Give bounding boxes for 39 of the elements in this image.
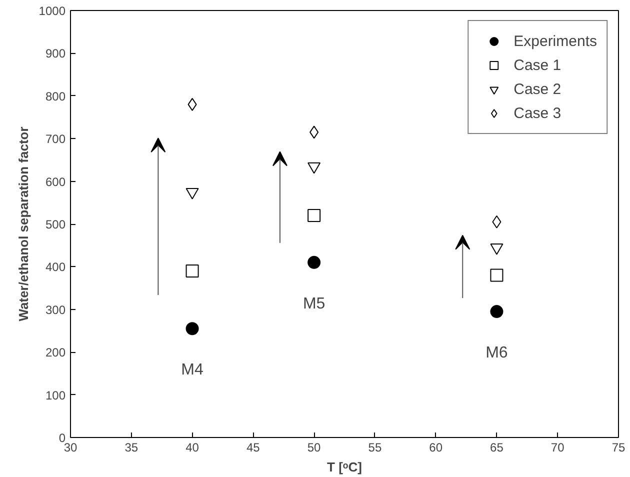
x-tick-label: 75 xyxy=(612,440,626,454)
point xyxy=(186,322,199,336)
point xyxy=(188,98,197,111)
x-axis-title: T [ᵒC] xyxy=(327,460,362,474)
y-tick-label: 100 xyxy=(45,388,66,402)
x-tick-label: 40 xyxy=(186,440,200,454)
point xyxy=(310,126,319,139)
y-tick-label: 600 xyxy=(45,174,66,189)
y-tick-label: 0 xyxy=(58,431,66,445)
x-tick-label: 35 xyxy=(124,440,138,454)
point xyxy=(308,256,321,269)
point xyxy=(308,208,321,222)
y-tick-label: 500 xyxy=(45,218,66,232)
annotation: M4 xyxy=(181,362,204,379)
y-tick-label: 700 xyxy=(45,132,66,146)
y-tick-label: 300 xyxy=(45,302,66,317)
point xyxy=(492,215,502,228)
y-tick-label: 900 xyxy=(45,46,66,61)
x-tick-label: 70 xyxy=(550,440,565,454)
x-tick-label: 65 xyxy=(490,440,504,454)
x-tick-label: 45 xyxy=(246,440,260,454)
y-tick-label: 1000 xyxy=(38,4,66,18)
x-tick-label: 55 xyxy=(368,440,382,454)
x-tick-label: 50 xyxy=(307,440,322,454)
x-tick-label: 30 xyxy=(64,440,78,454)
y-axis-title: Water/ethanol separation factor xyxy=(16,126,31,322)
x-tick-label: 60 xyxy=(429,440,443,454)
y-tick-label: 200 xyxy=(45,346,66,360)
legend-label: Case 3 xyxy=(514,104,562,122)
legend-label: Case 1 xyxy=(514,56,562,74)
point xyxy=(490,268,504,282)
annotation: M5 xyxy=(302,295,326,312)
point xyxy=(490,305,504,318)
legend-label: Experiments xyxy=(514,32,597,50)
point xyxy=(186,264,199,278)
legend-label: Case 2 xyxy=(514,80,562,98)
y-tick-label: 800 xyxy=(45,89,66,104)
y-tick-label: 400 xyxy=(45,260,66,274)
annotation: M6 xyxy=(486,344,508,362)
